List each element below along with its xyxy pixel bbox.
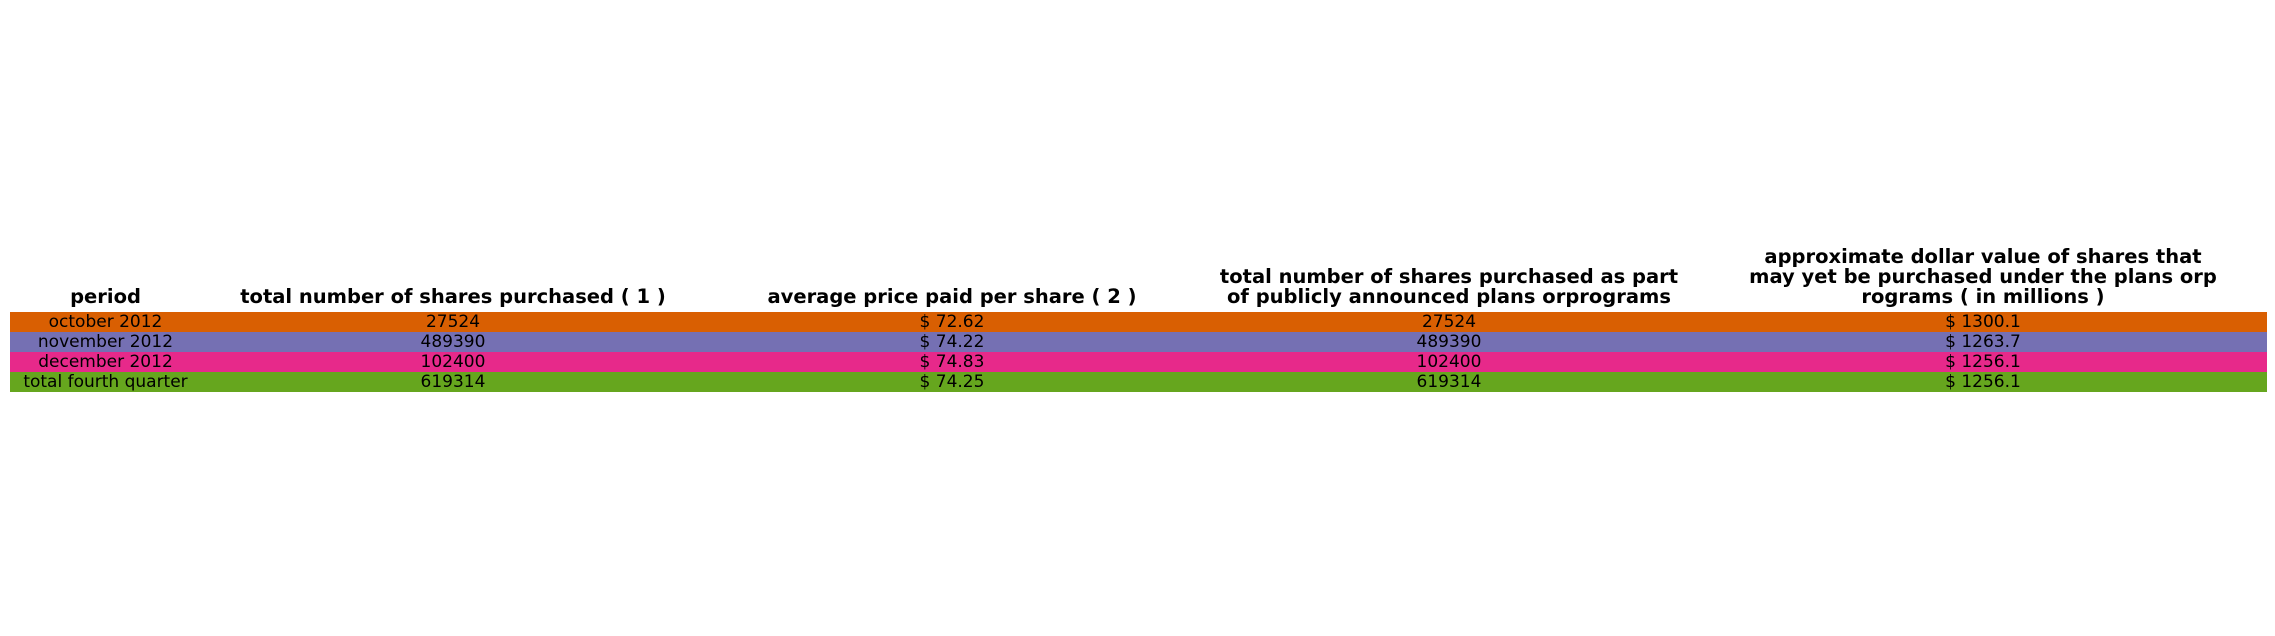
cell-total-shares: 489390 bbox=[420, 332, 486, 352]
cell-shares-under-plans: 102400 bbox=[1416, 352, 1482, 372]
column-header-line: period bbox=[70, 285, 141, 308]
cell-dollar-value-remaining: $ 1256.1 bbox=[1945, 372, 2021, 392]
cell-total-shares: 619314 bbox=[420, 372, 486, 392]
cell-shares-under-plans: 489390 bbox=[1416, 332, 1482, 352]
column-header-total-shares-purchased: total number of shares purchased ( 1 ) bbox=[201, 244, 705, 312]
column-header-line: total number of shares purchased as part bbox=[1219, 265, 1679, 288]
table-row-december-2012: december 2012 102400 $ 74.83 102400 $ 12… bbox=[10, 352, 2267, 372]
cell-period: november 2012 bbox=[37, 332, 174, 352]
table-row-october-2012: october 2012 27524 $ 72.62 27524 $ 1300.… bbox=[10, 312, 2267, 332]
cell-period: october 2012 bbox=[48, 312, 163, 332]
table-row-november-2012: november 2012 489390 $ 74.22 489390 $ 12… bbox=[10, 332, 2267, 352]
column-header-line: rograms ( in millions ) bbox=[1861, 285, 2105, 308]
header-row: period total number of shares purchased … bbox=[10, 244, 2267, 312]
column-header-line: may yet be purchased under the plans orp bbox=[1749, 265, 2217, 288]
cell-period: total fourth quarter bbox=[23, 372, 188, 392]
cell-average-price: $ 74.83 bbox=[919, 352, 985, 372]
column-header-line: approximate dollar value of shares that bbox=[1764, 245, 2202, 268]
column-header-average-price: average price paid per share ( 2 ) bbox=[705, 244, 1199, 312]
column-header-approximate-dollar-value: approximate dollar value of shares that … bbox=[1699, 244, 2267, 312]
data-table: period total number of shares purchased … bbox=[10, 244, 2267, 392]
column-header-line: total number of shares purchased ( 1 ) bbox=[240, 285, 666, 308]
cell-average-price: $ 74.25 bbox=[919, 372, 985, 392]
cell-dollar-value-remaining: $ 1256.1 bbox=[1945, 352, 2021, 372]
cell-average-price: $ 74.22 bbox=[919, 332, 985, 352]
column-header-shares-under-plans: total number of shares purchased as part… bbox=[1199, 244, 1699, 312]
cell-period: december 2012 bbox=[38, 352, 173, 372]
cell-total-shares: 102400 bbox=[420, 352, 486, 372]
column-header-line: average price paid per share ( 2 ) bbox=[767, 285, 1137, 308]
column-header-period: period bbox=[10, 244, 201, 312]
cell-shares-under-plans: 619314 bbox=[1416, 372, 1482, 392]
table-row-total-fourth-quarter: total fourth quarter 619314 $ 74.25 6193… bbox=[10, 372, 2267, 392]
cell-average-price: $ 72.62 bbox=[919, 312, 985, 332]
column-header-line: of publicly announced plans orprograms bbox=[1227, 285, 1671, 308]
cell-shares-under-plans: 27524 bbox=[1421, 312, 1477, 332]
cell-dollar-value-remaining: $ 1263.7 bbox=[1945, 332, 2021, 352]
cell-total-shares: 27524 bbox=[425, 312, 481, 332]
cell-dollar-value-remaining: $ 1300.1 bbox=[1945, 312, 2021, 332]
